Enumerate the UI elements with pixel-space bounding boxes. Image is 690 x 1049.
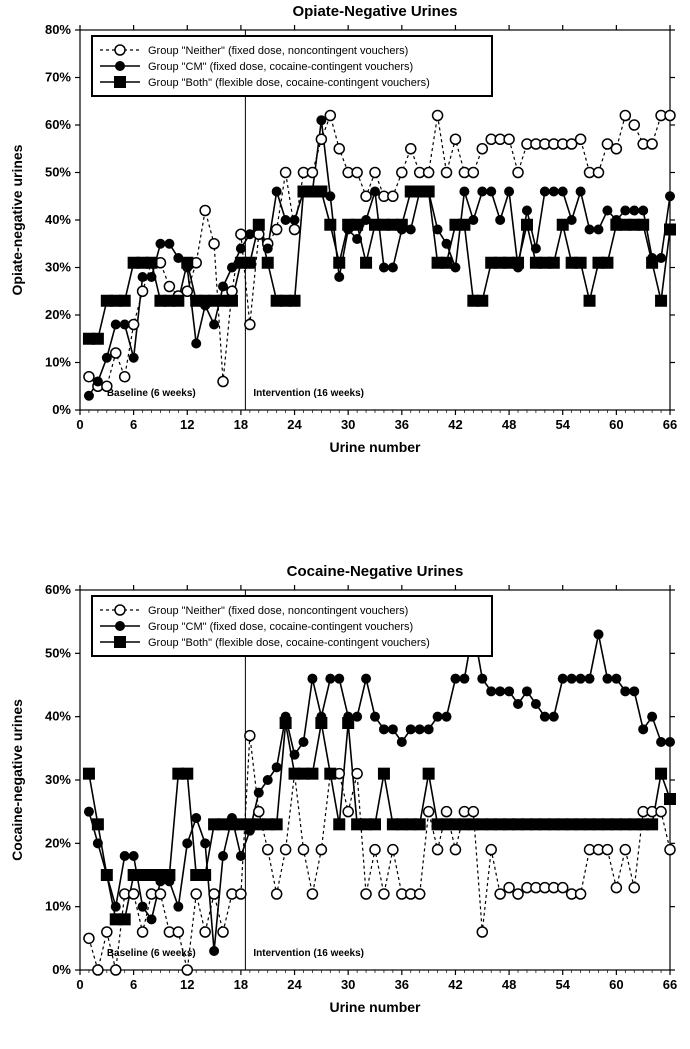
intervention-label: Intervention (16 weeks) [253, 948, 364, 959]
svg-text:42: 42 [448, 417, 462, 432]
legend-label-both: Group "Both" (flexible dose, cocaine-con… [148, 637, 430, 649]
svg-text:70%: 70% [45, 70, 71, 85]
baseline-label: Baseline (6 weeks) [107, 388, 196, 399]
svg-text:60: 60 [609, 417, 623, 432]
chart-title: Cocaine-Negative Urines [287, 563, 464, 580]
svg-text:18: 18 [234, 977, 248, 992]
svg-text:0%: 0% [52, 962, 71, 977]
legend-label-neither: Group "Neither" (fixed dose, noncontinge… [148, 605, 408, 617]
svg-text:60%: 60% [45, 117, 71, 132]
svg-text:30%: 30% [45, 260, 71, 275]
legend-label-cm: Group "CM" (fixed dose, cocaine-continge… [148, 61, 413, 73]
legend-label-neither: Group "Neither" (fixed dose, noncontinge… [148, 45, 408, 57]
series-line-neither [89, 116, 670, 387]
svg-text:54: 54 [555, 417, 570, 432]
svg-text:0: 0 [76, 417, 83, 432]
svg-text:40%: 40% [45, 709, 71, 724]
svg-text:80%: 80% [45, 22, 71, 37]
svg-text:30: 30 [341, 977, 355, 992]
svg-text:24: 24 [287, 417, 302, 432]
svg-text:50%: 50% [45, 165, 71, 180]
svg-text:36: 36 [395, 977, 409, 992]
x-axis-label: Urine number [329, 439, 421, 455]
legend-label-both: Group "Both" (flexible dose, cocaine-con… [148, 77, 430, 89]
svg-text:6: 6 [130, 417, 137, 432]
chart-svg: 0 6 12 18 24 30 36 42 48 54 60 66 0% 10% 20% 30% 40% 50% 6… [0, 0, 690, 470]
svg-text:54: 54 [555, 977, 570, 992]
svg-text:20%: 20% [45, 307, 71, 322]
svg-text:36: 36 [395, 417, 409, 432]
svg-text:42: 42 [448, 977, 462, 992]
page: 06121824303642485460660%10%20%30%40%50%6… [0, 0, 690, 1049]
svg-text:10%: 10% [45, 899, 71, 914]
legend-label-cm: Group "CM" (fixed dose, cocaine-continge… [148, 621, 413, 633]
svg-text:60%: 60% [45, 582, 71, 597]
chart-title: Opiate-Negative Urines [292, 3, 457, 20]
chart-cocaine-negative: 0 6 12 18 24 30 36 42 48 54 60 66 0% 10% 20% 30% 40% 50% 6… [0, 560, 690, 1030]
svg-text:40%: 40% [45, 212, 71, 227]
svg-text:20%: 20% [45, 835, 71, 850]
svg-text:0%: 0% [52, 402, 71, 417]
svg-text:30%: 30% [45, 772, 71, 787]
svg-text:10%: 10% [45, 355, 71, 370]
svg-text:66: 66 [663, 977, 677, 992]
svg-text:50%: 50% [45, 645, 71, 660]
svg-text:24: 24 [287, 977, 302, 992]
svg-text:0: 0 [76, 977, 83, 992]
y-axis-label: Opiate-negative urines [9, 144, 25, 295]
y-axis-label: Cocaine-negative urines [9, 699, 25, 861]
x-axis-label: Urine number [329, 999, 421, 1015]
svg-text:18: 18 [234, 417, 248, 432]
svg-text:12: 12 [180, 977, 194, 992]
intervention-label: Intervention (16 weeks) [253, 388, 364, 399]
svg-text:30: 30 [341, 417, 355, 432]
chart-svg: 0 6 12 18 24 30 36 42 48 54 60 66 0% 10% 20% 30% 40% 50% 6… [0, 560, 690, 1030]
svg-text:6: 6 [130, 977, 137, 992]
svg-text:66: 66 [663, 417, 677, 432]
svg-text:48: 48 [502, 417, 516, 432]
svg-text:48: 48 [502, 977, 516, 992]
svg-text:60: 60 [609, 977, 623, 992]
svg-text:12: 12 [180, 417, 194, 432]
chart-opiate-negative: 0 6 12 18 24 30 36 42 48 54 60 66 0% 10% 20% 30% 40% 50% 6… [0, 0, 690, 470]
